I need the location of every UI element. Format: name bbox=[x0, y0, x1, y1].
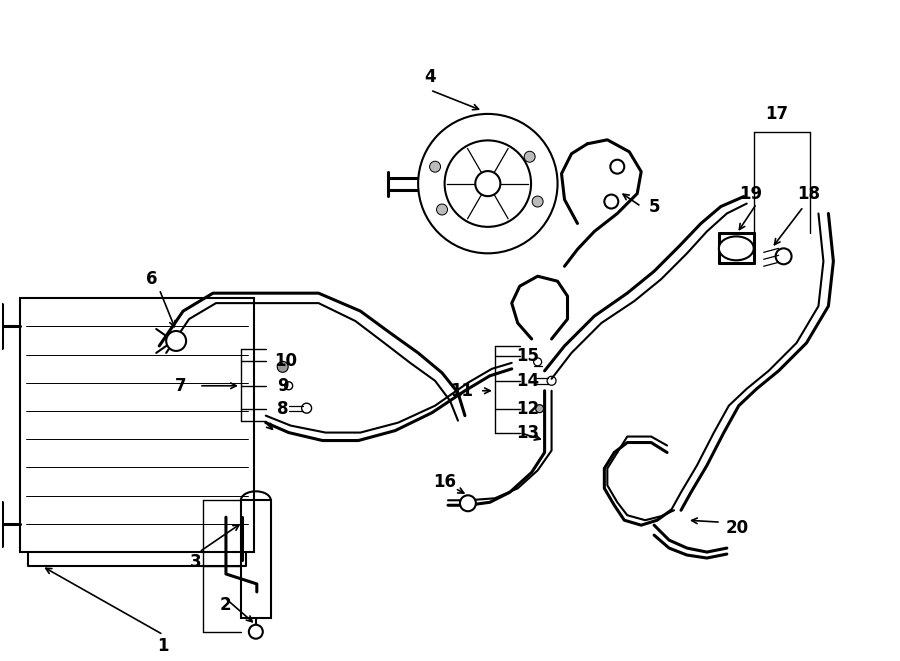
Circle shape bbox=[436, 204, 447, 215]
Circle shape bbox=[475, 171, 500, 196]
Text: 15: 15 bbox=[517, 347, 539, 365]
Text: 5: 5 bbox=[648, 198, 660, 215]
Text: 13: 13 bbox=[516, 424, 539, 442]
Text: 3: 3 bbox=[190, 553, 202, 571]
Text: 10: 10 bbox=[274, 352, 297, 370]
Ellipse shape bbox=[719, 237, 753, 260]
Circle shape bbox=[460, 495, 476, 511]
Text: 12: 12 bbox=[516, 400, 539, 418]
Text: 18: 18 bbox=[797, 184, 820, 202]
Circle shape bbox=[248, 625, 263, 639]
Text: 20: 20 bbox=[725, 519, 749, 537]
Text: 14: 14 bbox=[516, 371, 539, 390]
Circle shape bbox=[429, 161, 440, 172]
Text: 11: 11 bbox=[450, 382, 473, 400]
Circle shape bbox=[524, 151, 536, 162]
Text: 16: 16 bbox=[434, 473, 456, 491]
Circle shape bbox=[536, 405, 544, 412]
Circle shape bbox=[532, 196, 543, 207]
Text: 9: 9 bbox=[277, 377, 289, 395]
Text: 8: 8 bbox=[277, 400, 289, 418]
Text: 1: 1 bbox=[158, 637, 169, 654]
Circle shape bbox=[418, 114, 557, 253]
Text: 19: 19 bbox=[739, 184, 762, 202]
Text: 7: 7 bbox=[176, 377, 187, 395]
Circle shape bbox=[166, 331, 186, 351]
Text: 6: 6 bbox=[146, 270, 157, 288]
Text: 17: 17 bbox=[765, 105, 788, 123]
Circle shape bbox=[277, 362, 288, 372]
Text: 4: 4 bbox=[424, 68, 436, 86]
Text: 2: 2 bbox=[219, 596, 230, 614]
